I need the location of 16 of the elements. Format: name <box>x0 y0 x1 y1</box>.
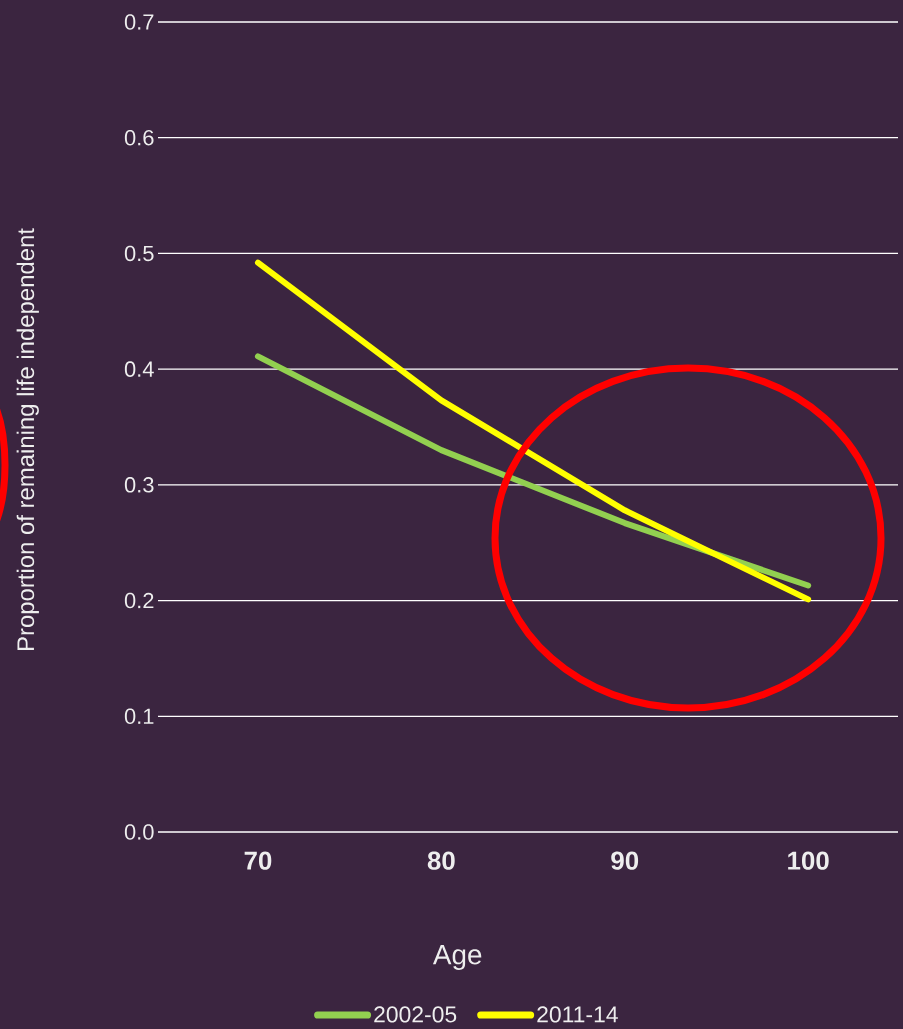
x-tick-label: 80 <box>427 851 455 870</box>
legend-label: 2002-05 <box>374 1006 457 1023</box>
x-tick-label: 100 <box>788 851 829 870</box>
legend-label: 2011-14 <box>537 1006 618 1023</box>
y-tick-label: 0.3 <box>124 477 154 493</box>
y-tick-label: 0.1 <box>124 708 154 725</box>
y-tick-label: 0.2 <box>124 592 154 609</box>
x-tick-label: 70 <box>244 851 272 870</box>
y-axis-title: Proportion of remaining life independent <box>16 228 39 651</box>
y-tick-label: 0.0 <box>124 824 154 840</box>
y-tick-label: 0.7 <box>124 14 154 30</box>
y-tick-label: 0.6 <box>124 129 154 146</box>
y-tick-label: 0.4 <box>124 361 154 377</box>
y-tick-label: 0.5 <box>124 245 154 262</box>
x-axis-title: Age <box>432 945 482 971</box>
x-tick-label: 90 <box>611 851 639 870</box>
